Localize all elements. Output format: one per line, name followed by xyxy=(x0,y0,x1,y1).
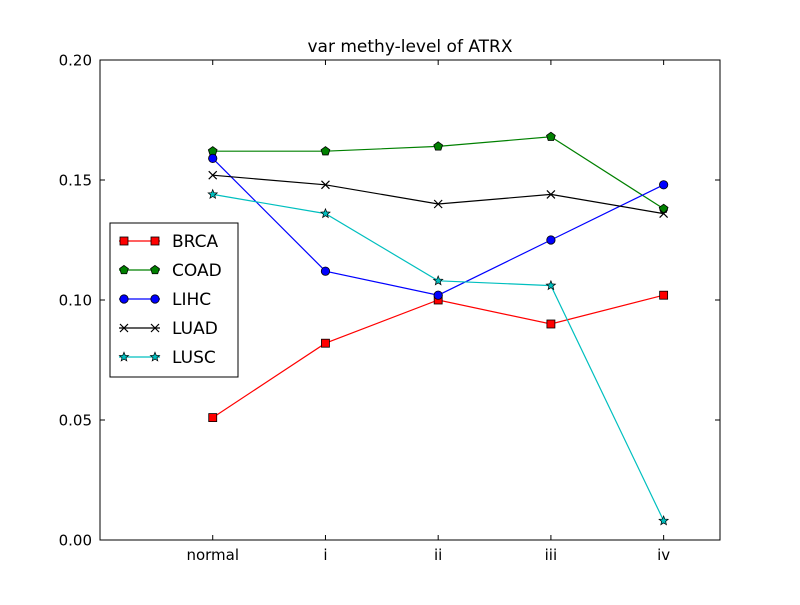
legend-marker xyxy=(118,351,130,362)
legend-marker xyxy=(119,323,129,333)
legend-marker xyxy=(150,264,160,275)
series-lusc xyxy=(207,188,670,526)
data-point-brca xyxy=(659,290,669,300)
legend-item-brca: BRCA xyxy=(119,232,218,252)
x-tick-label: normal xyxy=(186,546,239,564)
data-point-coad xyxy=(658,203,669,213)
legend-marker xyxy=(150,236,160,246)
data-point-luad xyxy=(659,209,669,219)
legend-marker xyxy=(149,351,161,362)
series-lihc xyxy=(208,153,669,300)
series-luad xyxy=(208,170,669,219)
data-point-lusc xyxy=(207,188,219,200)
legend-item-lihc: LIHC xyxy=(119,290,211,310)
data-point-brca xyxy=(321,338,330,348)
legend-item-coad: COAD xyxy=(119,261,222,281)
data-point-coad xyxy=(546,131,556,141)
series-layer xyxy=(207,131,670,526)
series-coad xyxy=(207,131,669,213)
x-tick-label: ii xyxy=(434,546,442,564)
data-point-lihc xyxy=(433,290,443,300)
data-point-lusc xyxy=(658,515,670,526)
legend-item-luad: LUAD xyxy=(119,319,218,339)
data-point-brca xyxy=(208,413,218,423)
legend-marker xyxy=(150,323,160,333)
legend-marker xyxy=(119,264,129,275)
data-point-luad xyxy=(433,199,443,209)
legend-label: COAD xyxy=(172,261,222,281)
legend-marker xyxy=(119,294,129,304)
legend: BRCA COAD LIHC LUAD LUSC xyxy=(109,222,239,378)
y-tick-label: 0.15 xyxy=(59,172,92,190)
y-tick-label: 0.20 xyxy=(59,52,92,70)
data-point-lihc xyxy=(659,180,669,190)
data-point-lusc xyxy=(545,279,557,291)
chart-title: var methy-level of ATRX xyxy=(308,37,513,57)
data-point-lihc xyxy=(320,266,331,276)
data-point-brca xyxy=(546,319,556,329)
data-point-lihc xyxy=(546,235,556,245)
data-point-luad xyxy=(208,170,218,180)
y-tick-label: 0.00 xyxy=(59,532,92,550)
x-tick-label: iv xyxy=(657,546,670,564)
series-brca xyxy=(208,290,669,423)
legend-label: LIHC xyxy=(172,290,211,310)
legend-marker xyxy=(119,236,129,246)
data-point-luad xyxy=(546,189,556,199)
x-tick-label: i xyxy=(323,546,327,564)
data-point-lihc xyxy=(208,153,218,163)
legend-item-lusc: LUSC xyxy=(118,348,216,368)
y-tick-label: 0.10 xyxy=(59,292,92,310)
y-tick-label: 0.05 xyxy=(59,412,92,430)
legend-label: LUAD xyxy=(172,319,218,339)
legend-label: LUSC xyxy=(172,348,216,368)
x-tick-label: iii xyxy=(545,546,558,564)
data-point-lusc xyxy=(432,275,444,286)
data-point-luad xyxy=(321,180,330,190)
legend-label: BRCA xyxy=(172,232,218,252)
data-point-coad xyxy=(433,141,444,151)
legend-marker xyxy=(150,294,160,304)
data-point-lusc xyxy=(319,207,331,219)
legend-frame xyxy=(109,222,239,378)
data-point-coad xyxy=(320,146,331,156)
